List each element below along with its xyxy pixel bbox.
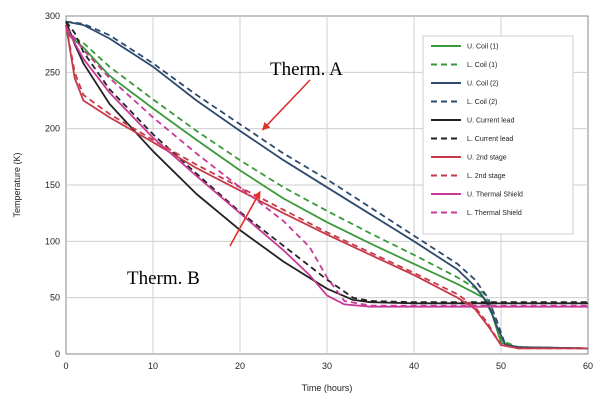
series-line-u-thermal-shield [65,26,588,308]
y-axis-title: Temperature (K) [12,152,22,217]
legend: U. Coil (1) L. Coil (1) U. Coil (2) L. Coil… [422,35,574,235]
series-line-l-coil-2 [65,20,589,350]
legend-label: U. Thermal Shield [467,192,523,199]
y-tick-label: 50 [50,293,60,303]
legend-label: L. Coil (1) [467,62,497,69]
x-tick-label: 30 [322,361,332,371]
y-tick-label: 150 [45,180,60,190]
x-tick-label: 50 [496,361,506,371]
y-tick-label: 100 [45,236,60,246]
grid [66,16,588,354]
series-line-u-coil-2 [65,20,589,350]
y-tick-label: 250 [45,67,60,77]
x-tick-label: 0 [63,361,68,371]
legend-label: U. Coil (1) [467,44,499,51]
x-axis-title: Time (hours) [302,383,353,393]
y-tick-label: 300 [45,11,60,21]
series-line-l-2nd-stage [65,24,588,350]
legend-label: L. Thermal Shield [467,210,522,217]
y-tick-label: 200 [45,124,60,134]
annotation-arrow [261,79,311,131]
series-line-l-thermal-shield [65,26,588,307]
series-line-l-coil-1 [65,32,589,350]
series-line-l-current-lead [65,21,588,304]
x-tick-label: 40 [409,361,419,371]
series-line-u-2nd-stage [65,24,588,350]
therm-b-label: Therm. B [127,268,200,289]
x-tick-label: 20 [235,361,245,371]
annotation-arrow [229,190,261,247]
series-line-u-current-lead [65,21,588,305]
series-line-u-coil-1 [65,32,589,350]
legend-label: L. Current lead [467,136,513,143]
annotations: Therm. A Therm. B [127,59,343,289]
x-tick-labels: 0 10 20 30 40 50 60 [63,361,593,371]
legend-box [422,35,574,235]
x-tick-label: 60 [583,361,593,371]
legend-label: L. 2nd stage [467,173,506,180]
legend-label: U. Current lead [467,118,515,125]
x-tick-label: 10 [148,361,158,371]
y-tick-labels: 0 50 100 150 200 250 300 [45,11,60,359]
therm-a-label: Therm. A [270,59,343,80]
legend-label: U. 2nd stage [467,155,507,162]
y-tick-label: 0 [55,349,60,359]
legend-label: L. Coil (2) [467,99,497,106]
series-layer [65,20,589,350]
legend-label: U. Coil (2) [467,81,499,88]
